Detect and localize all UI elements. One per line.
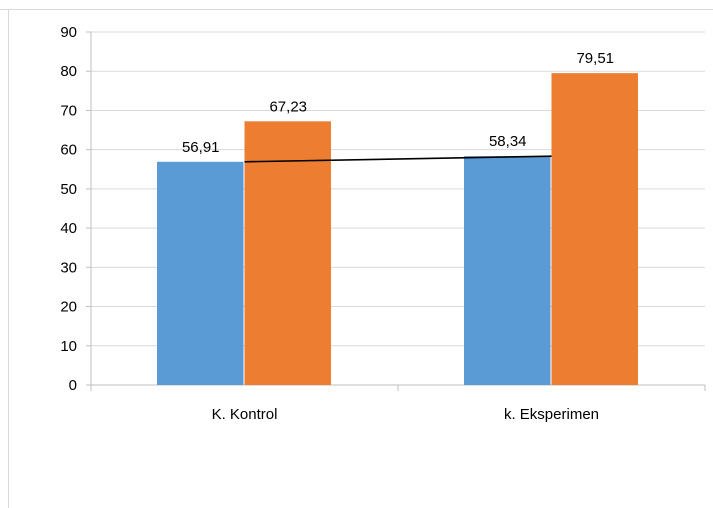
data-label: 67,23 <box>269 98 307 115</box>
y-tick-label: 10 <box>60 338 77 355</box>
trendline-group <box>244 155 552 163</box>
data-label: 56,91 <box>182 139 220 156</box>
bar <box>551 73 638 386</box>
bar <box>244 121 331 386</box>
y-tick-label: 70 <box>60 102 77 119</box>
y-tick-label: 30 <box>60 259 77 276</box>
y-tick-label: 80 <box>60 63 77 80</box>
trendline <box>244 155 552 163</box>
y-tick-label: 50 <box>60 181 77 198</box>
y-tick-label: 20 <box>60 299 77 316</box>
data-label: 58,34 <box>489 133 527 150</box>
y-tick-label: 40 <box>60 220 77 237</box>
x-category-label: K. Kontrol <box>212 406 278 423</box>
data-labels: 56,91 67,23 58,34 79,51 <box>182 50 614 156</box>
y-tick-label: 0 <box>69 377 77 394</box>
x-category-label: k. Eksperimen <box>504 406 599 423</box>
chart-frame-top-border <box>0 9 713 10</box>
bar <box>464 156 551 385</box>
axes: 0 10 20 30 40 50 60 70 80 90 K. Kontrol k. Eksperim… <box>60 24 706 423</box>
y-tick-label: 90 <box>60 24 77 41</box>
chart-frame-left-border <box>8 9 9 508</box>
bars <box>157 73 638 386</box>
data-label: 79,51 <box>576 50 614 67</box>
bar <box>157 161 244 385</box>
y-tick-label: 60 <box>60 142 77 159</box>
